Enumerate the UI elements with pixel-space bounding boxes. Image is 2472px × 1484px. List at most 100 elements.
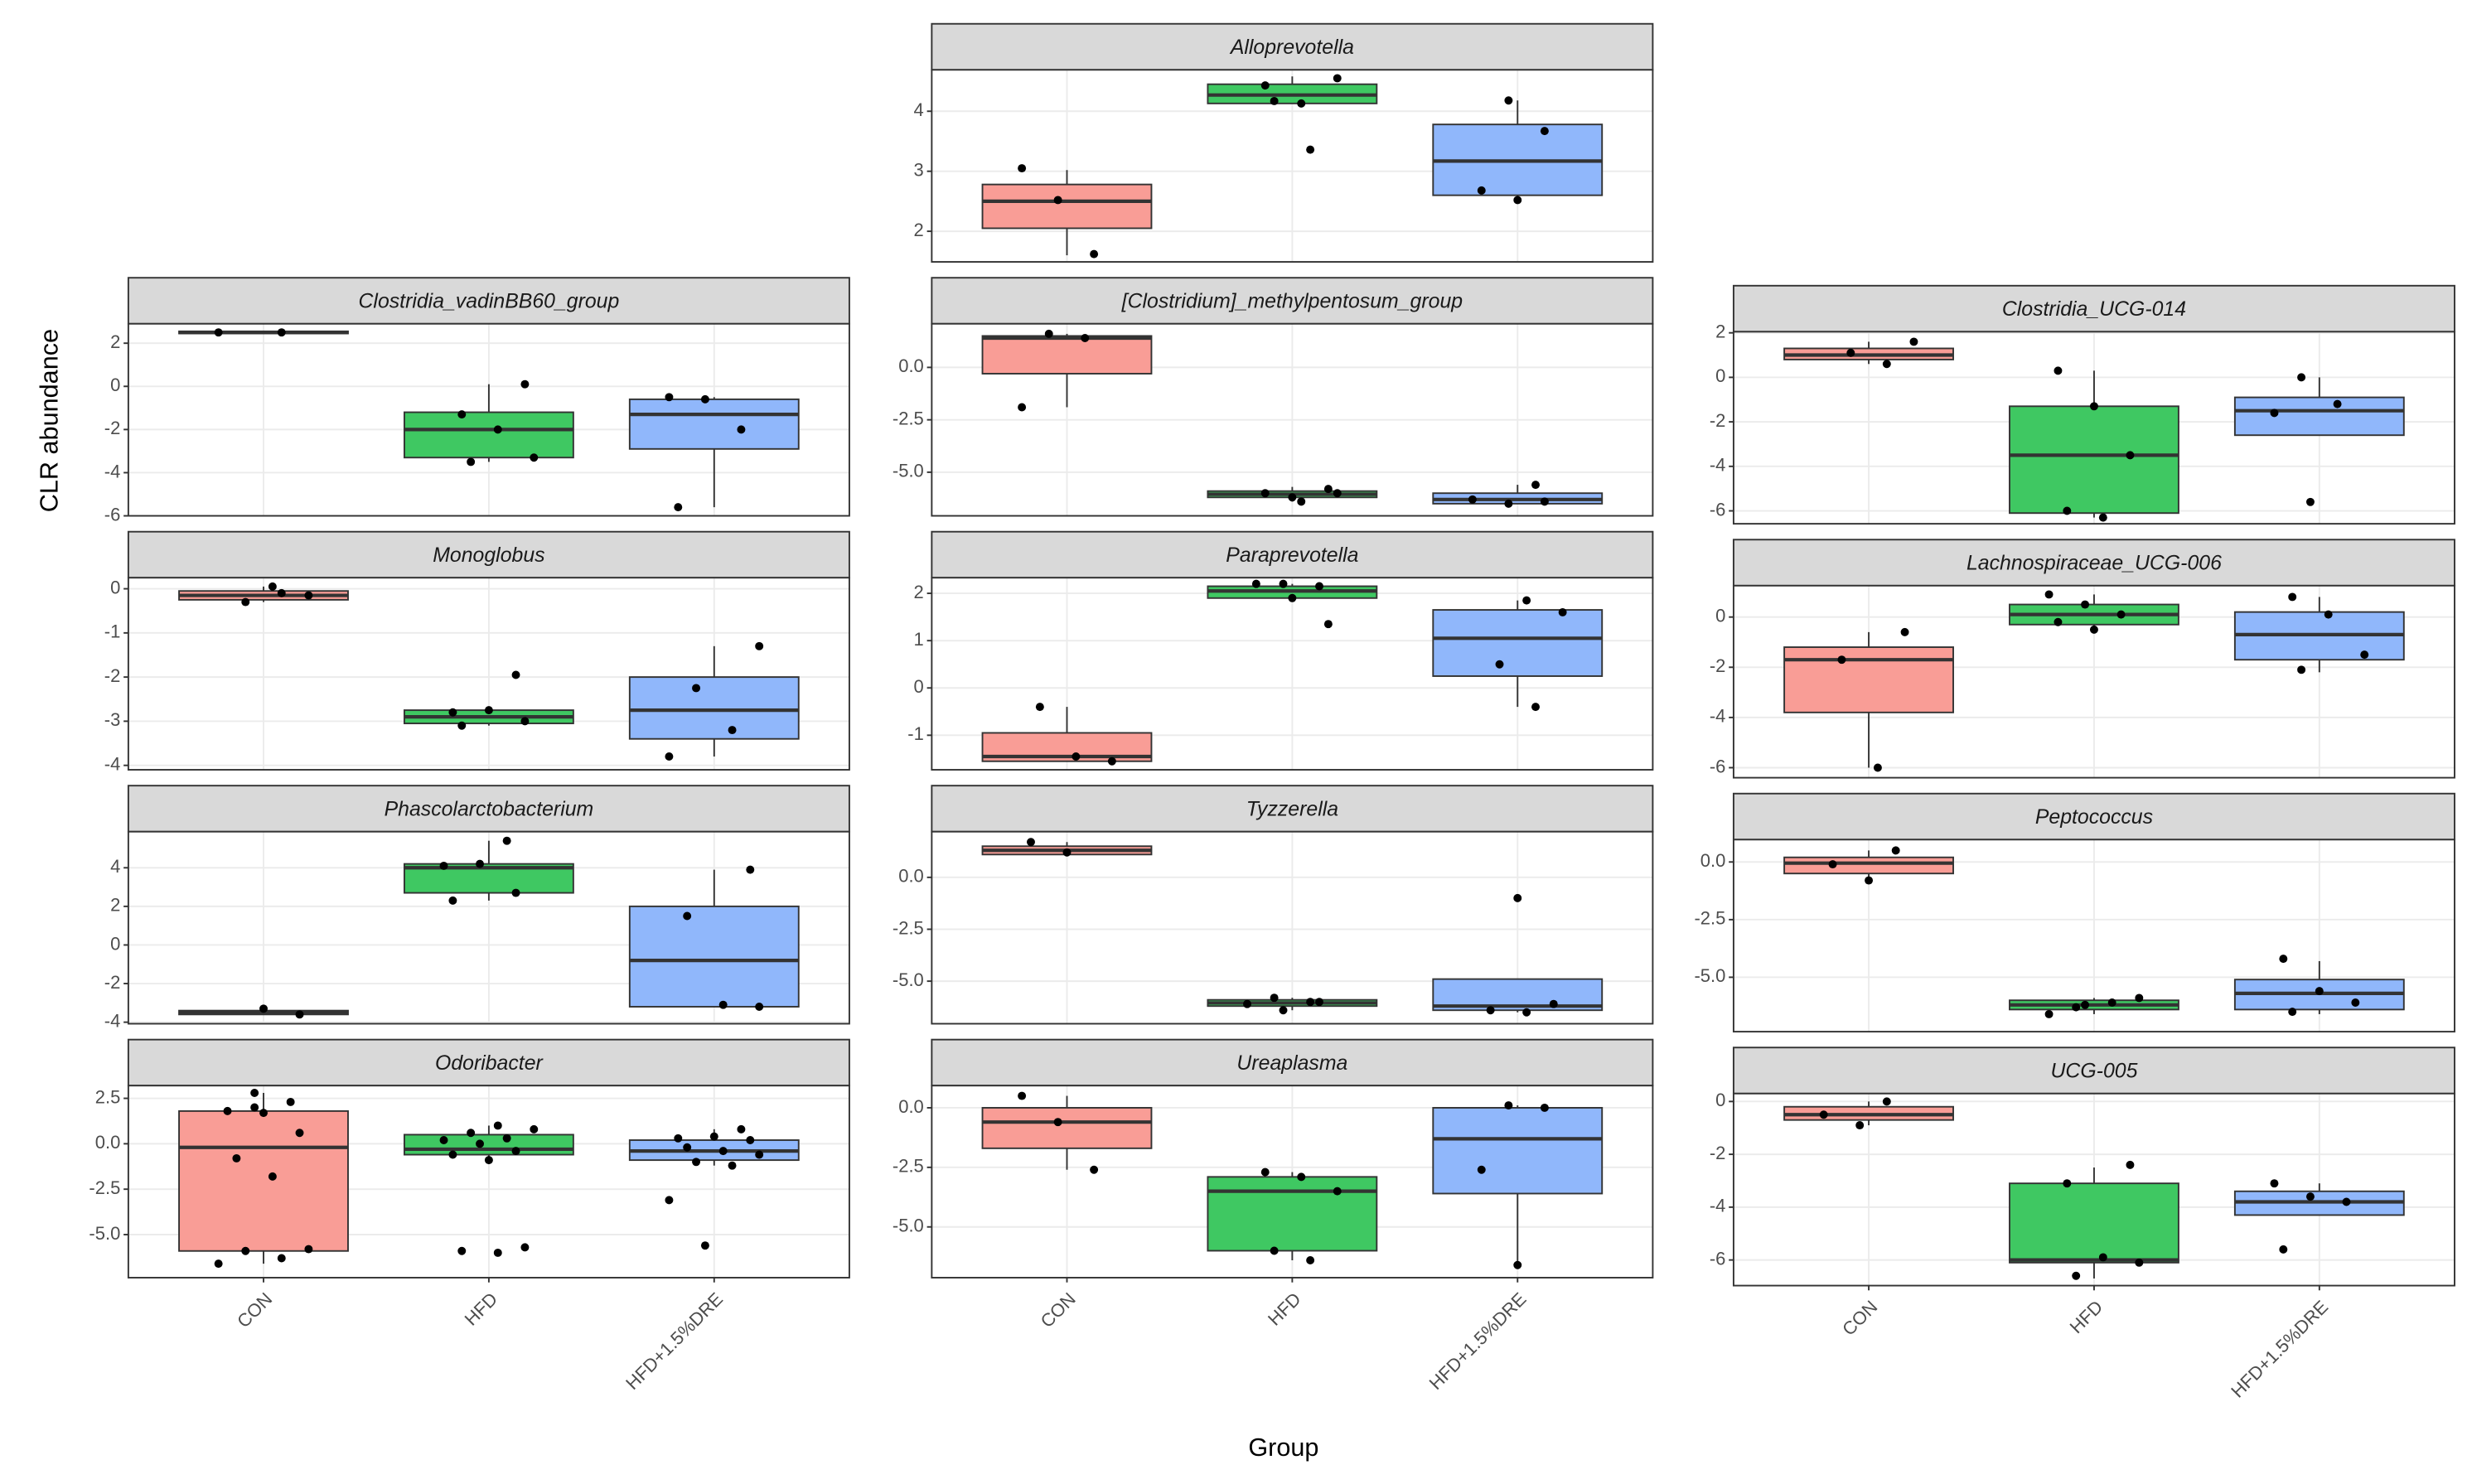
point [1243, 999, 1251, 1008]
point [692, 1158, 701, 1167]
point [737, 1124, 746, 1134]
point [2044, 590, 2054, 599]
point [511, 1147, 520, 1156]
point [2270, 1179, 2279, 1188]
point [1828, 860, 1837, 869]
point [1323, 485, 1333, 494]
panel-title: Ureaplasma [1236, 1051, 1347, 1075]
point [2081, 600, 2090, 609]
point [755, 641, 764, 650]
point [2297, 373, 2306, 382]
point [2288, 1008, 2297, 1017]
y-tick-label: 0 [110, 577, 120, 597]
point [1333, 1187, 1342, 1196]
y-tick-label: -2 [1710, 655, 1726, 676]
point [530, 453, 539, 462]
y-tick-label: 0 [1715, 1090, 1725, 1110]
y-tick-label: 0 [1715, 365, 1725, 386]
panel-title: Peptococcus [2035, 805, 2153, 829]
point [1297, 497, 1306, 506]
point [2054, 617, 2063, 626]
point [259, 1004, 268, 1013]
point [2072, 1271, 2081, 1280]
point [1891, 846, 1900, 855]
point [1297, 1172, 1306, 1182]
point [250, 1103, 259, 1112]
panel-border [127, 322, 850, 517]
point [476, 859, 485, 868]
point [1855, 1121, 1865, 1130]
point [665, 1196, 674, 1205]
point [674, 503, 683, 512]
point [268, 582, 277, 591]
strip [1732, 1047, 2455, 1095]
point [1504, 1101, 1513, 1110]
point [214, 1259, 223, 1269]
strip [931, 530, 1654, 579]
y-tick-label: -5.0 [893, 969, 924, 990]
panel-border [1732, 584, 2455, 779]
point [1540, 497, 1549, 506]
panel-border [931, 69, 1654, 263]
point [1027, 838, 1035, 847]
point [718, 1000, 728, 1009]
y-tick-label: -3 [104, 709, 121, 730]
point [268, 1172, 277, 1181]
point [2305, 497, 2315, 506]
strip [931, 22, 1654, 71]
panel-title: Tyzzerella [1246, 797, 1338, 820]
point [1323, 620, 1333, 629]
y-tick-label: 2 [914, 220, 924, 240]
point [1270, 993, 1279, 1003]
point [2098, 513, 2107, 522]
box [628, 398, 800, 450]
point [1333, 74, 1342, 83]
point [1306, 1256, 1315, 1264]
point [241, 1246, 250, 1255]
panel-border [931, 577, 1654, 771]
point [223, 1106, 232, 1115]
box [2009, 1182, 2179, 1264]
point [746, 1136, 755, 1144]
y-tick-label: -4 [1710, 1196, 1726, 1216]
box [403, 1134, 574, 1156]
strip [1732, 284, 2455, 333]
point [665, 393, 674, 402]
y-tick-label: -4 [104, 461, 121, 481]
point [2279, 955, 2288, 964]
point [277, 1254, 286, 1263]
point [277, 328, 286, 337]
point [1053, 196, 1062, 205]
panel-title: [Clostridium]_methylpentosum_group [1121, 289, 1463, 312]
point [692, 684, 701, 693]
point [2098, 1253, 2107, 1262]
point [1531, 481, 1540, 490]
point [1306, 145, 1315, 154]
point [2063, 1179, 2072, 1188]
point [530, 1124, 539, 1134]
panel-border [1732, 331, 2455, 525]
y-tick-label: 0 [110, 933, 120, 954]
y-tick-label: -4 [104, 753, 121, 774]
point [1044, 329, 1053, 338]
point [511, 888, 520, 897]
point [277, 588, 286, 597]
y-tick-label: -5.0 [1694, 965, 1725, 986]
y-tick-label: 0 [110, 375, 120, 395]
point [1279, 1006, 1288, 1015]
point [2315, 987, 2324, 996]
y-tick-label: -2 [104, 418, 121, 438]
y-tick-label: 0 [914, 676, 924, 697]
point [2063, 506, 2072, 515]
x-axis-title: Group [1248, 1433, 1318, 1462]
point [1531, 703, 1540, 712]
point [755, 1003, 764, 1011]
panel-title: Clostridia_vadinBB60_group [358, 289, 619, 312]
point [1018, 403, 1027, 412]
point [2360, 650, 2369, 660]
point [709, 1132, 718, 1141]
point [1081, 333, 1090, 342]
point [1297, 99, 1306, 108]
point [2297, 665, 2306, 674]
